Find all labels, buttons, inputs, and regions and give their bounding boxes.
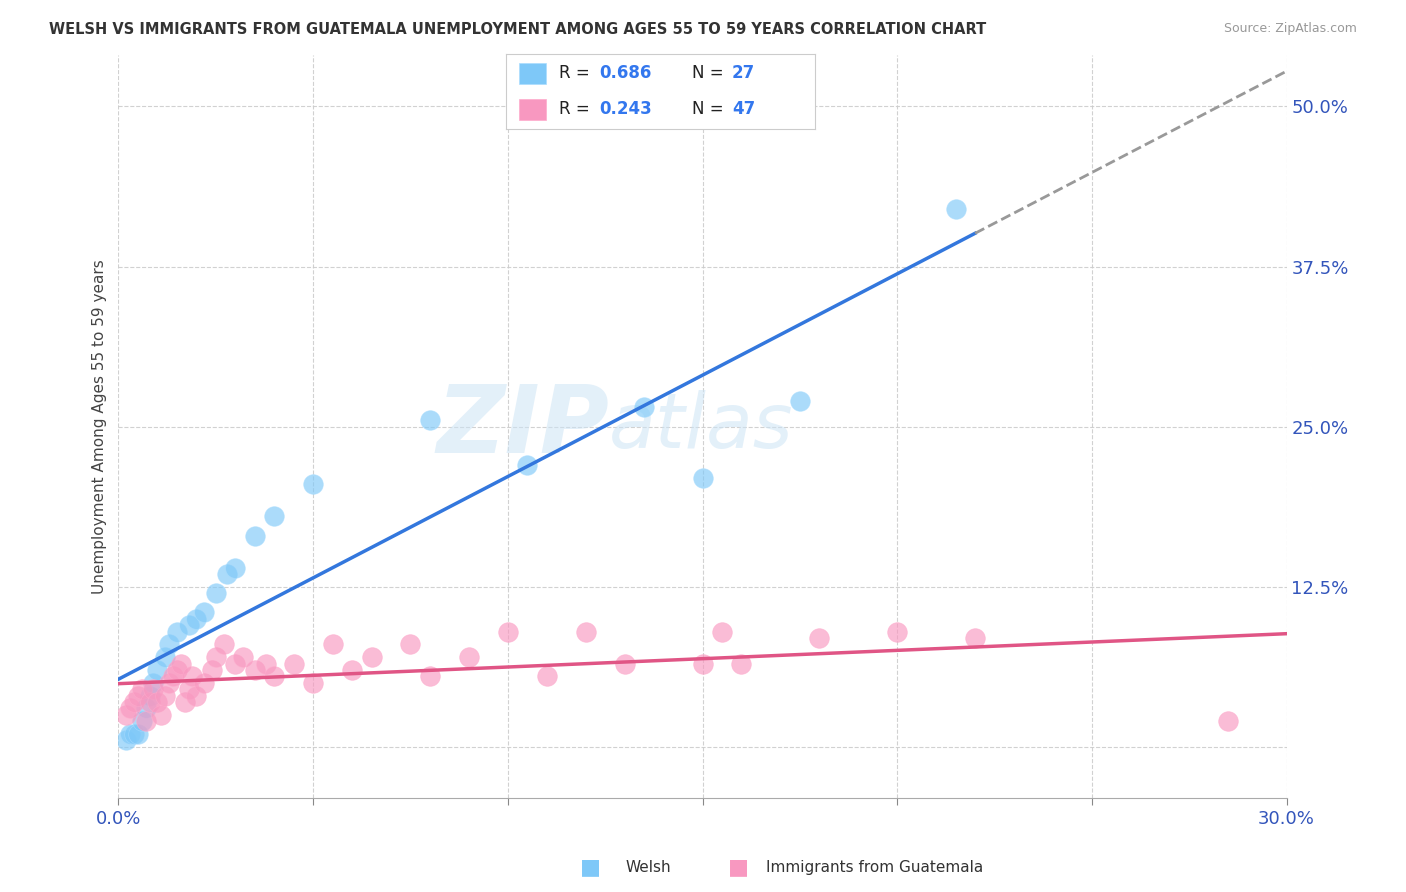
Text: WELSH VS IMMIGRANTS FROM GUATEMALA UNEMPLOYMENT AMONG AGES 55 TO 59 YEARS CORREL: WELSH VS IMMIGRANTS FROM GUATEMALA UNEMP…: [49, 22, 987, 37]
Point: [120, 727, 142, 741]
Point: [302, 676, 325, 690]
Point: [138, 689, 160, 703]
Point: [212, 637, 235, 651]
Point: [157, 637, 180, 651]
Point: [243, 528, 266, 542]
Text: 0.243: 0.243: [599, 100, 652, 119]
Point: [340, 663, 363, 677]
Point: [153, 650, 176, 665]
Point: [224, 560, 246, 574]
Point: [232, 650, 254, 665]
Point: [613, 657, 636, 671]
Point: [162, 669, 184, 683]
Text: R =: R =: [558, 64, 595, 82]
Point: [322, 637, 344, 651]
Point: [224, 657, 246, 671]
Point: [201, 663, 224, 677]
Text: Source: ZipAtlas.com: Source: ZipAtlas.com: [1223, 22, 1357, 36]
Point: [516, 458, 538, 472]
Point: [131, 714, 153, 729]
Text: Immigrants from Guatemala: Immigrants from Guatemala: [766, 860, 984, 874]
Point: [122, 695, 145, 709]
Point: [204, 650, 226, 665]
Point: [886, 624, 908, 639]
Point: [496, 624, 519, 639]
Point: [692, 657, 714, 671]
Point: [146, 663, 169, 677]
Point: [263, 669, 285, 683]
Point: [127, 689, 149, 703]
Point: [457, 650, 479, 665]
Point: [711, 624, 734, 639]
Point: [243, 663, 266, 677]
Point: [204, 586, 226, 600]
Text: R =: R =: [558, 100, 595, 119]
Point: [115, 707, 138, 722]
Point: [1218, 714, 1240, 729]
Point: [135, 701, 157, 715]
Point: [283, 657, 305, 671]
Point: [166, 663, 188, 677]
Text: ■: ■: [581, 857, 600, 877]
Point: [177, 618, 200, 632]
Point: [146, 695, 169, 709]
Text: ■: ■: [728, 857, 748, 877]
Point: [142, 682, 165, 697]
Point: [575, 624, 598, 639]
Point: [789, 394, 811, 409]
Point: [633, 401, 655, 415]
Text: 27: 27: [733, 64, 755, 82]
Point: [142, 676, 165, 690]
Point: [170, 657, 193, 671]
Text: Welsh: Welsh: [626, 860, 671, 874]
Text: atlas: atlas: [609, 390, 793, 464]
Point: [127, 727, 149, 741]
Point: [945, 202, 967, 216]
Y-axis label: Unemployment Among Ages 55 to 59 years: Unemployment Among Ages 55 to 59 years: [93, 260, 107, 594]
Point: [302, 477, 325, 491]
Point: [115, 733, 138, 747]
Point: [730, 657, 752, 671]
Point: [193, 606, 215, 620]
Point: [186, 612, 208, 626]
Point: [419, 669, 441, 683]
Point: [965, 631, 987, 645]
FancyBboxPatch shape: [519, 99, 547, 120]
Point: [166, 624, 188, 639]
Point: [150, 707, 173, 722]
Point: [122, 727, 145, 741]
Text: N =: N =: [692, 64, 728, 82]
Text: ZIP: ZIP: [436, 381, 609, 473]
Point: [173, 695, 195, 709]
Text: 47: 47: [733, 100, 755, 119]
Point: [263, 509, 285, 524]
Point: [217, 566, 239, 581]
Point: [399, 637, 422, 651]
Point: [157, 676, 180, 690]
Point: [153, 689, 176, 703]
FancyBboxPatch shape: [519, 62, 547, 84]
Point: [138, 695, 160, 709]
Point: [135, 714, 157, 729]
Point: [536, 669, 558, 683]
Text: N =: N =: [692, 100, 728, 119]
Point: [131, 682, 153, 697]
Point: [177, 682, 200, 697]
Point: [254, 657, 277, 671]
Point: [692, 471, 714, 485]
Point: [193, 676, 215, 690]
Text: 0.686: 0.686: [599, 64, 651, 82]
Point: [181, 669, 204, 683]
Point: [360, 650, 382, 665]
Point: [419, 413, 441, 427]
Point: [120, 701, 142, 715]
Point: [186, 689, 208, 703]
Point: [808, 631, 831, 645]
